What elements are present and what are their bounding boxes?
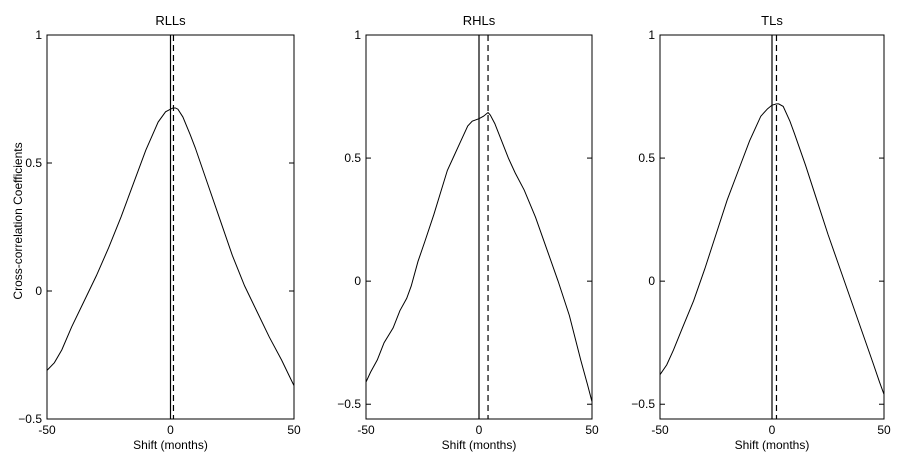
panel-2-y-tick-label: 0	[354, 274, 361, 288]
panel-3-y-tick-label: −0.5	[631, 397, 655, 411]
panel-2-y-tick-label: −0.5	[337, 397, 361, 411]
panel-1-y-tick-label: −0.5	[18, 412, 42, 426]
panel-3-y-tick-label: 0	[648, 274, 655, 288]
panel-1-y-tick-label: 1	[35, 28, 42, 42]
panel-2-x-tick-label: 0	[476, 423, 483, 437]
panel-2: RHLs -50 0 50 −0.5 0 0.5 1 Shift (months)	[337, 13, 599, 452]
panel-2-correlation-line	[365, 111, 593, 402]
panel-2-y-tick-label: 1	[354, 28, 361, 42]
panel-3-y-tick-label: 1	[648, 28, 655, 42]
panel-1-correlation-line	[46, 107, 295, 386]
panel-3: TLs -50 0 50 −0.5 0 0.5 1 Shift (months)	[631, 13, 891, 452]
panel-1: RLLs -50 0 50 −0.5 0 0.5 1 Shift (months)	[18, 13, 301, 452]
panel-2-x-axis-label: Shift (months)	[442, 438, 517, 452]
panel-3-title: TLs	[761, 13, 783, 28]
panel-2-title: RHLs	[463, 13, 496, 28]
panel-1-x-tick-label: -50	[38, 423, 56, 437]
panel-1-x-axis-label: Shift (months)	[133, 438, 208, 452]
panel-3-x-tick-label: 0	[769, 423, 776, 437]
panel-3-x-tick-label: -50	[651, 423, 669, 437]
panel-1-title: RLLs	[155, 13, 186, 28]
panel-1-x-tick-label: 50	[287, 423, 301, 437]
panel-3-x-axis-label: Shift (months)	[735, 438, 810, 452]
panel-3-y-tick-label: 0.5	[638, 151, 655, 165]
y-axis-label: Cross-correlation Coefficients	[11, 142, 25, 299]
panel-2-y-tick-label: 0.5	[344, 151, 361, 165]
panel-3-correlation-line	[659, 103, 885, 395]
panel-2-x-tick-label: -50	[357, 423, 375, 437]
panel-2-x-tick-label: 50	[585, 423, 599, 437]
panel-1-y-tick-label: 0	[35, 284, 42, 298]
panel-3-x-tick-label: 50	[877, 423, 891, 437]
panel-1-x-tick-label: 0	[167, 423, 174, 437]
panel-1-y-tick-label: 0.5	[25, 156, 42, 170]
panels-group: RLLs -50 0 50 −0.5 0 0.5 1 Shift (months) RHLs -50…	[18, 13, 891, 452]
